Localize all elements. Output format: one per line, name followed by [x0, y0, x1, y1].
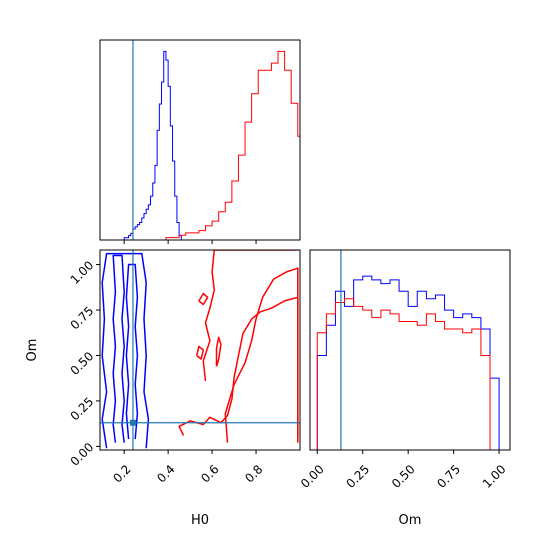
om-marginal-ticks: 0.00 0.25 0.50 0.75 1.00 — [298, 450, 509, 491]
x-tick-label: 0.2 — [110, 462, 133, 485]
blue-contour — [101, 252, 150, 449]
y-tick-label: 0.75 — [68, 304, 97, 333]
x-tick-label: 0.4 — [154, 462, 177, 485]
y-tick-label: 0.25 — [68, 395, 97, 424]
om-x-tick-label: 1.00 — [480, 462, 509, 491]
blue-contour — [125, 263, 139, 440]
blue-contour — [112, 254, 125, 443]
x-tick-label: 0.8 — [242, 462, 265, 485]
truth-marker — [129, 419, 136, 426]
y-tick-label: 0.50 — [68, 349, 97, 378]
om-x-tick-label: 0.75 — [434, 462, 463, 491]
x-axis-label-om: Om — [399, 513, 422, 528]
h0-om-contour-panel: 0.2 0.4 0.6 0.8 0.00 0.25 0.50 0.75 1.00 H0 Om — [25, 249, 301, 528]
red-contour — [215, 336, 222, 367]
red-contour — [195, 345, 205, 360]
om-x-tick-label: 0.50 — [389, 462, 418, 491]
x-tick-label: 0.6 — [198, 462, 221, 485]
h0-marginal-ticks — [123, 240, 257, 244]
h0-blue-histogram — [100, 50, 300, 240]
contour-plot-area — [100, 250, 300, 450]
om-x-tick-label: 0.25 — [343, 462, 372, 491]
h0-marginal-plot-area — [100, 40, 300, 240]
red-contour — [224, 267, 299, 443]
red-contour — [178, 296, 299, 436]
om-blue-histogram — [316, 275, 509, 450]
x-axis-label-h0: H0 — [191, 513, 209, 528]
om-x-tick-label: 0.00 — [298, 462, 327, 491]
y-tick-label: 1.00 — [68, 258, 97, 287]
contour-frame — [99, 249, 301, 451]
y-tick-label: 0.00 — [68, 440, 97, 469]
h0-marginal-frame — [99, 39, 301, 241]
y-axis-label-om: Om — [25, 339, 40, 362]
red-contour — [198, 292, 209, 306]
h0-marginal-panel — [99, 39, 301, 244]
red-contour — [202, 250, 298, 381]
om-red-histogram — [316, 298, 500, 450]
om-marginal-panel: 0.00 0.25 0.50 0.75 1.00 Om — [298, 249, 511, 528]
om-marginal-frame — [309, 249, 511, 451]
h0-red-histogram — [100, 50, 300, 240]
om-marginal-plot-area — [316, 250, 509, 450]
